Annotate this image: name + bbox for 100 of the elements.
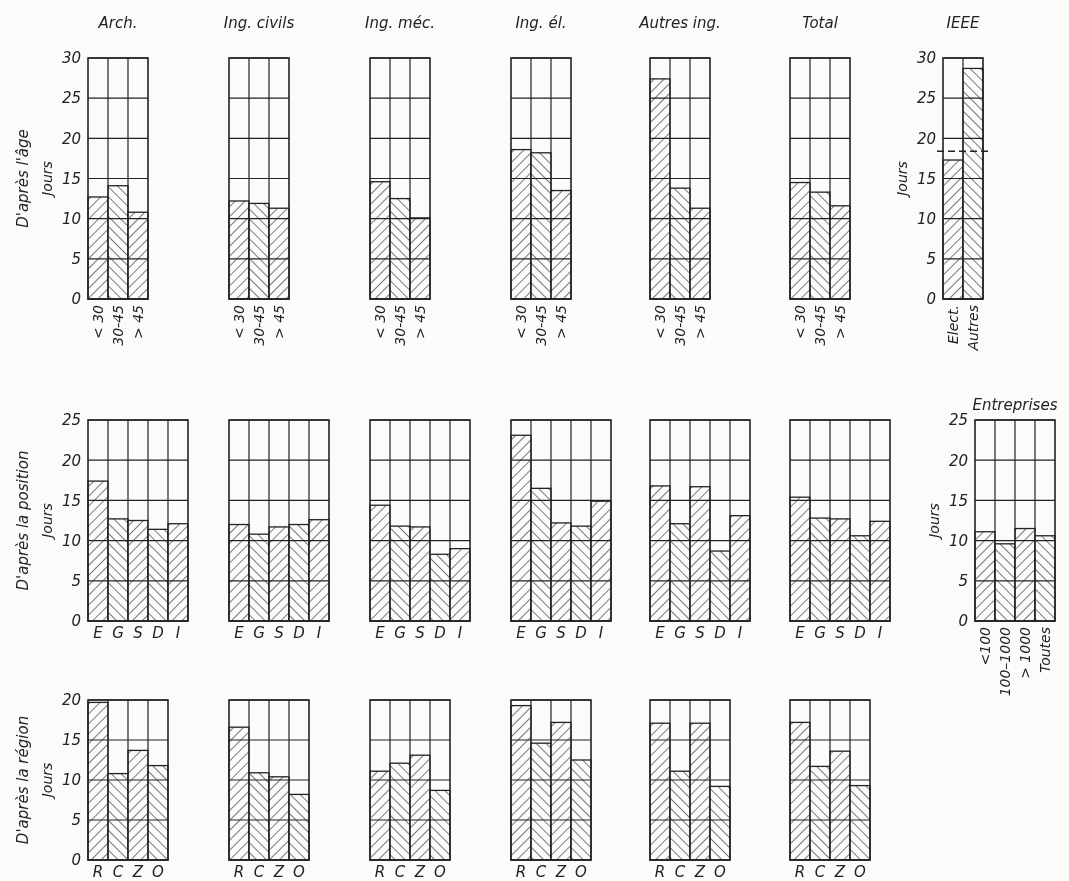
x-tick-label: D bbox=[434, 623, 446, 642]
x-tick-label: I bbox=[598, 623, 604, 642]
y-tick-label: 5 bbox=[71, 572, 81, 591]
y-tick-label: 10 bbox=[61, 531, 81, 550]
x-tick-label: < 30 bbox=[230, 304, 247, 339]
x-tick-label: 30-45 bbox=[391, 304, 408, 346]
x-tick-label: < 30 bbox=[791, 304, 808, 339]
x-tick-label: D bbox=[854, 623, 866, 642]
text: D'après la position bbox=[14, 450, 32, 591]
x-tick-label: G bbox=[814, 623, 826, 642]
x-tick-label: I bbox=[175, 623, 181, 642]
chart-title: Arch. bbox=[97, 14, 138, 32]
x-tick-label: > 45 bbox=[129, 304, 146, 339]
x-tick-label: < 30 bbox=[512, 304, 529, 339]
y-tick-label: 5 bbox=[926, 250, 936, 269]
x-tick-label: R bbox=[374, 862, 386, 881]
x-tick-label: > 45 bbox=[411, 304, 428, 339]
x-tick-label: G bbox=[253, 623, 265, 642]
x-tick-label: 30-45 bbox=[671, 304, 688, 346]
x-tick-label: E bbox=[375, 623, 386, 642]
y-tick-label: 5 bbox=[958, 572, 968, 591]
x-tick-label: C bbox=[814, 862, 826, 881]
y-tick-label: 10 bbox=[948, 531, 968, 550]
x-tick-label: Elect. bbox=[944, 305, 961, 344]
y-tick-label: 25 bbox=[61, 411, 81, 430]
x-tick-label: I bbox=[737, 623, 743, 642]
y-tick-label: 15 bbox=[948, 491, 968, 510]
x-tick-label: E bbox=[655, 623, 666, 642]
x-tick-label: < 30 bbox=[371, 304, 388, 339]
x-tick-label: Z bbox=[554, 862, 567, 881]
x-tick-label: D bbox=[575, 623, 587, 642]
y-tick-label: 5 bbox=[71, 811, 81, 830]
y-tick-label: 15 bbox=[61, 731, 81, 750]
x-tick-label: S bbox=[835, 623, 846, 642]
x-tick-label: > 45 bbox=[691, 304, 708, 339]
y-tick-label: 0 bbox=[926, 290, 936, 309]
y-tick-label: 30 bbox=[916, 49, 936, 68]
x-tick-label: S bbox=[274, 623, 285, 642]
x-tick-label: 100–1000 bbox=[996, 626, 1013, 697]
x-tick-label: E bbox=[516, 623, 527, 642]
x-tick-label: D bbox=[714, 623, 726, 642]
y-axis-title: Jours bbox=[39, 161, 55, 199]
y-axis-title: Jours bbox=[926, 503, 942, 541]
x-tick-label: E bbox=[795, 623, 806, 642]
x-tick-label: C bbox=[674, 862, 686, 881]
x-tick-label: G bbox=[535, 623, 547, 642]
chart-title: Ing. civils bbox=[223, 14, 295, 32]
y-tick-label: 10 bbox=[61, 209, 81, 228]
x-tick-label: O bbox=[434, 862, 447, 881]
x-tick-label: < 30 bbox=[89, 304, 106, 339]
x-tick-label: S bbox=[415, 623, 426, 642]
x-tick-label: D bbox=[293, 623, 305, 642]
y-tick-label: 10 bbox=[916, 209, 936, 228]
x-tick-label: Z bbox=[693, 862, 706, 881]
x-tick-label: O bbox=[714, 862, 727, 881]
y-tick-label: 10 bbox=[61, 771, 81, 790]
y-tick-label: 0 bbox=[71, 612, 81, 631]
x-tick-label: R bbox=[654, 862, 666, 881]
x-tick-label: R bbox=[794, 862, 806, 881]
x-tick-label: 30-45 bbox=[811, 304, 828, 346]
x-tick-label: C bbox=[112, 862, 124, 881]
x-tick-label: I bbox=[316, 623, 322, 642]
x-tick-label: > 45 bbox=[270, 304, 287, 339]
chart-title: Total bbox=[802, 14, 839, 32]
x-tick-label: S bbox=[695, 623, 706, 642]
x-tick-label: S bbox=[133, 623, 144, 642]
x-tick-label: R bbox=[233, 862, 245, 881]
x-tick-label: 30-45 bbox=[250, 304, 267, 346]
y-axis-title: Jours bbox=[39, 762, 55, 801]
y-tick-label: 20 bbox=[61, 129, 81, 148]
x-tick-label: < 30 bbox=[651, 304, 668, 339]
x-tick-label: Toutes bbox=[1036, 627, 1053, 673]
y-tick-label: 25 bbox=[948, 411, 968, 430]
x-tick-label: E bbox=[93, 623, 104, 642]
x-tick-label: O bbox=[575, 862, 588, 881]
x-tick-label: S bbox=[556, 623, 567, 642]
y-axis-title: Jours bbox=[894, 161, 910, 199]
x-tick-label: <100 bbox=[976, 626, 993, 666]
text: D'après l'âge bbox=[14, 129, 32, 228]
x-tick-label: G bbox=[394, 623, 406, 642]
y-axis-title: Jours bbox=[39, 503, 55, 541]
x-tick-label: C bbox=[253, 862, 265, 881]
y-tick-label: 0 bbox=[71, 851, 81, 870]
x-tick-label: R bbox=[515, 862, 527, 881]
x-tick-label: G bbox=[674, 623, 686, 642]
x-tick-label: E bbox=[234, 623, 245, 642]
x-tick-label: I bbox=[877, 623, 883, 642]
chart-title: Autres ing. bbox=[638, 14, 721, 32]
y-tick-label: 20 bbox=[61, 451, 81, 470]
y-tick-label: 15 bbox=[61, 169, 81, 188]
x-tick-label: O bbox=[293, 862, 306, 881]
y-tick-label: 20 bbox=[948, 451, 968, 470]
x-tick-label: > 45 bbox=[552, 304, 569, 339]
x-tick-label: O bbox=[854, 862, 867, 881]
text: D'après la région bbox=[14, 715, 32, 845]
y-tick-label: 5 bbox=[71, 250, 81, 269]
y-tick-label: 15 bbox=[916, 169, 936, 188]
x-tick-label: 30-45 bbox=[109, 304, 126, 346]
y-tick-label: 25 bbox=[916, 89, 936, 108]
y-tick-label: 15 bbox=[61, 491, 81, 510]
